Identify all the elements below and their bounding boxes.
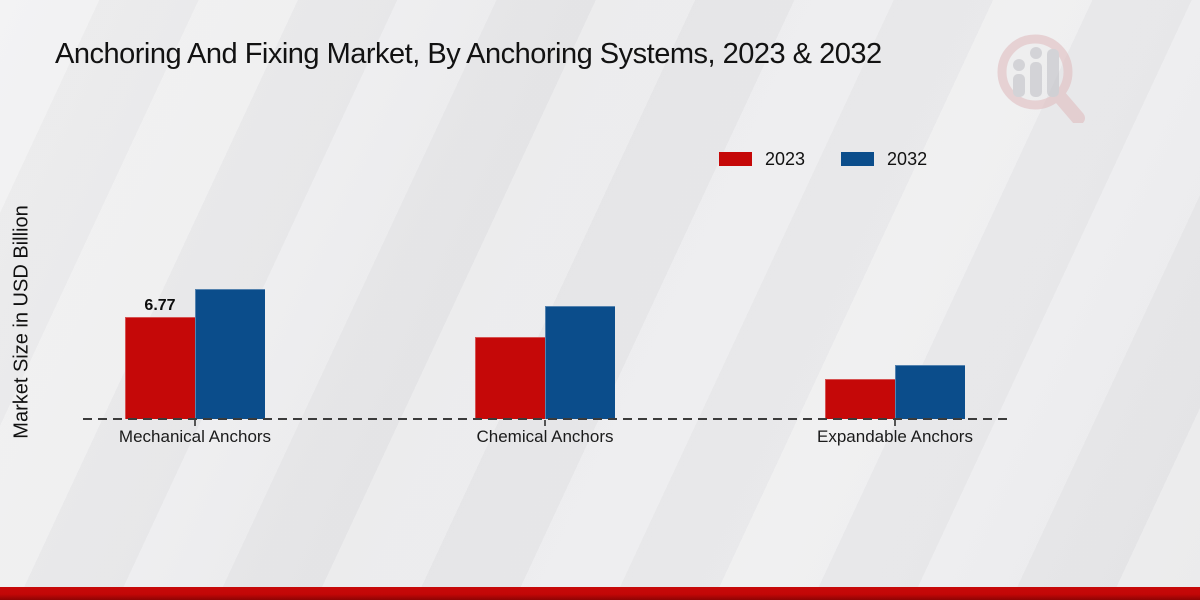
legend-label: 2023 <box>765 148 806 169</box>
legend-swatch-2032 <box>841 152 875 166</box>
category-label-expandable-anchors: Expandable Anchors <box>817 427 973 446</box>
bar-2023-chemical-anchors <box>475 337 545 419</box>
footer-band <box>0 587 1200 600</box>
bar-2032-mechanical-anchors <box>195 289 265 419</box>
x-axis-tick <box>894 420 896 426</box>
x-axis-line <box>83 418 1007 420</box>
x-axis-tick <box>194 420 196 426</box>
brand-watermark-magnifier-icon <box>997 34 1085 123</box>
bar-2032-chemical-anchors <box>545 306 615 419</box>
legend-swatch-2023 <box>719 152 752 166</box>
legend-label: 2032 <box>887 148 928 169</box>
legend-item-2023: 2023 <box>719 149 805 170</box>
legend-item-2032: 2032 <box>841 149 927 170</box>
chart-title: Anchoring And Fixing Market, By Anchorin… <box>55 38 882 70</box>
bar-2032-expandable-anchors <box>895 365 965 419</box>
bar-2023-expandable-anchors <box>825 379 895 419</box>
bar-2023-mechanical-anchors <box>125 317 195 419</box>
bar-value-label: 6.77 <box>144 297 176 314</box>
x-axis-tick <box>544 420 546 426</box>
category-label-mechanical-anchors: Mechanical Anchors <box>118 427 272 446</box>
legend: 2023 2032 <box>719 149 927 169</box>
category-label-chemical-anchors: Chemical Anchors <box>476 427 614 446</box>
